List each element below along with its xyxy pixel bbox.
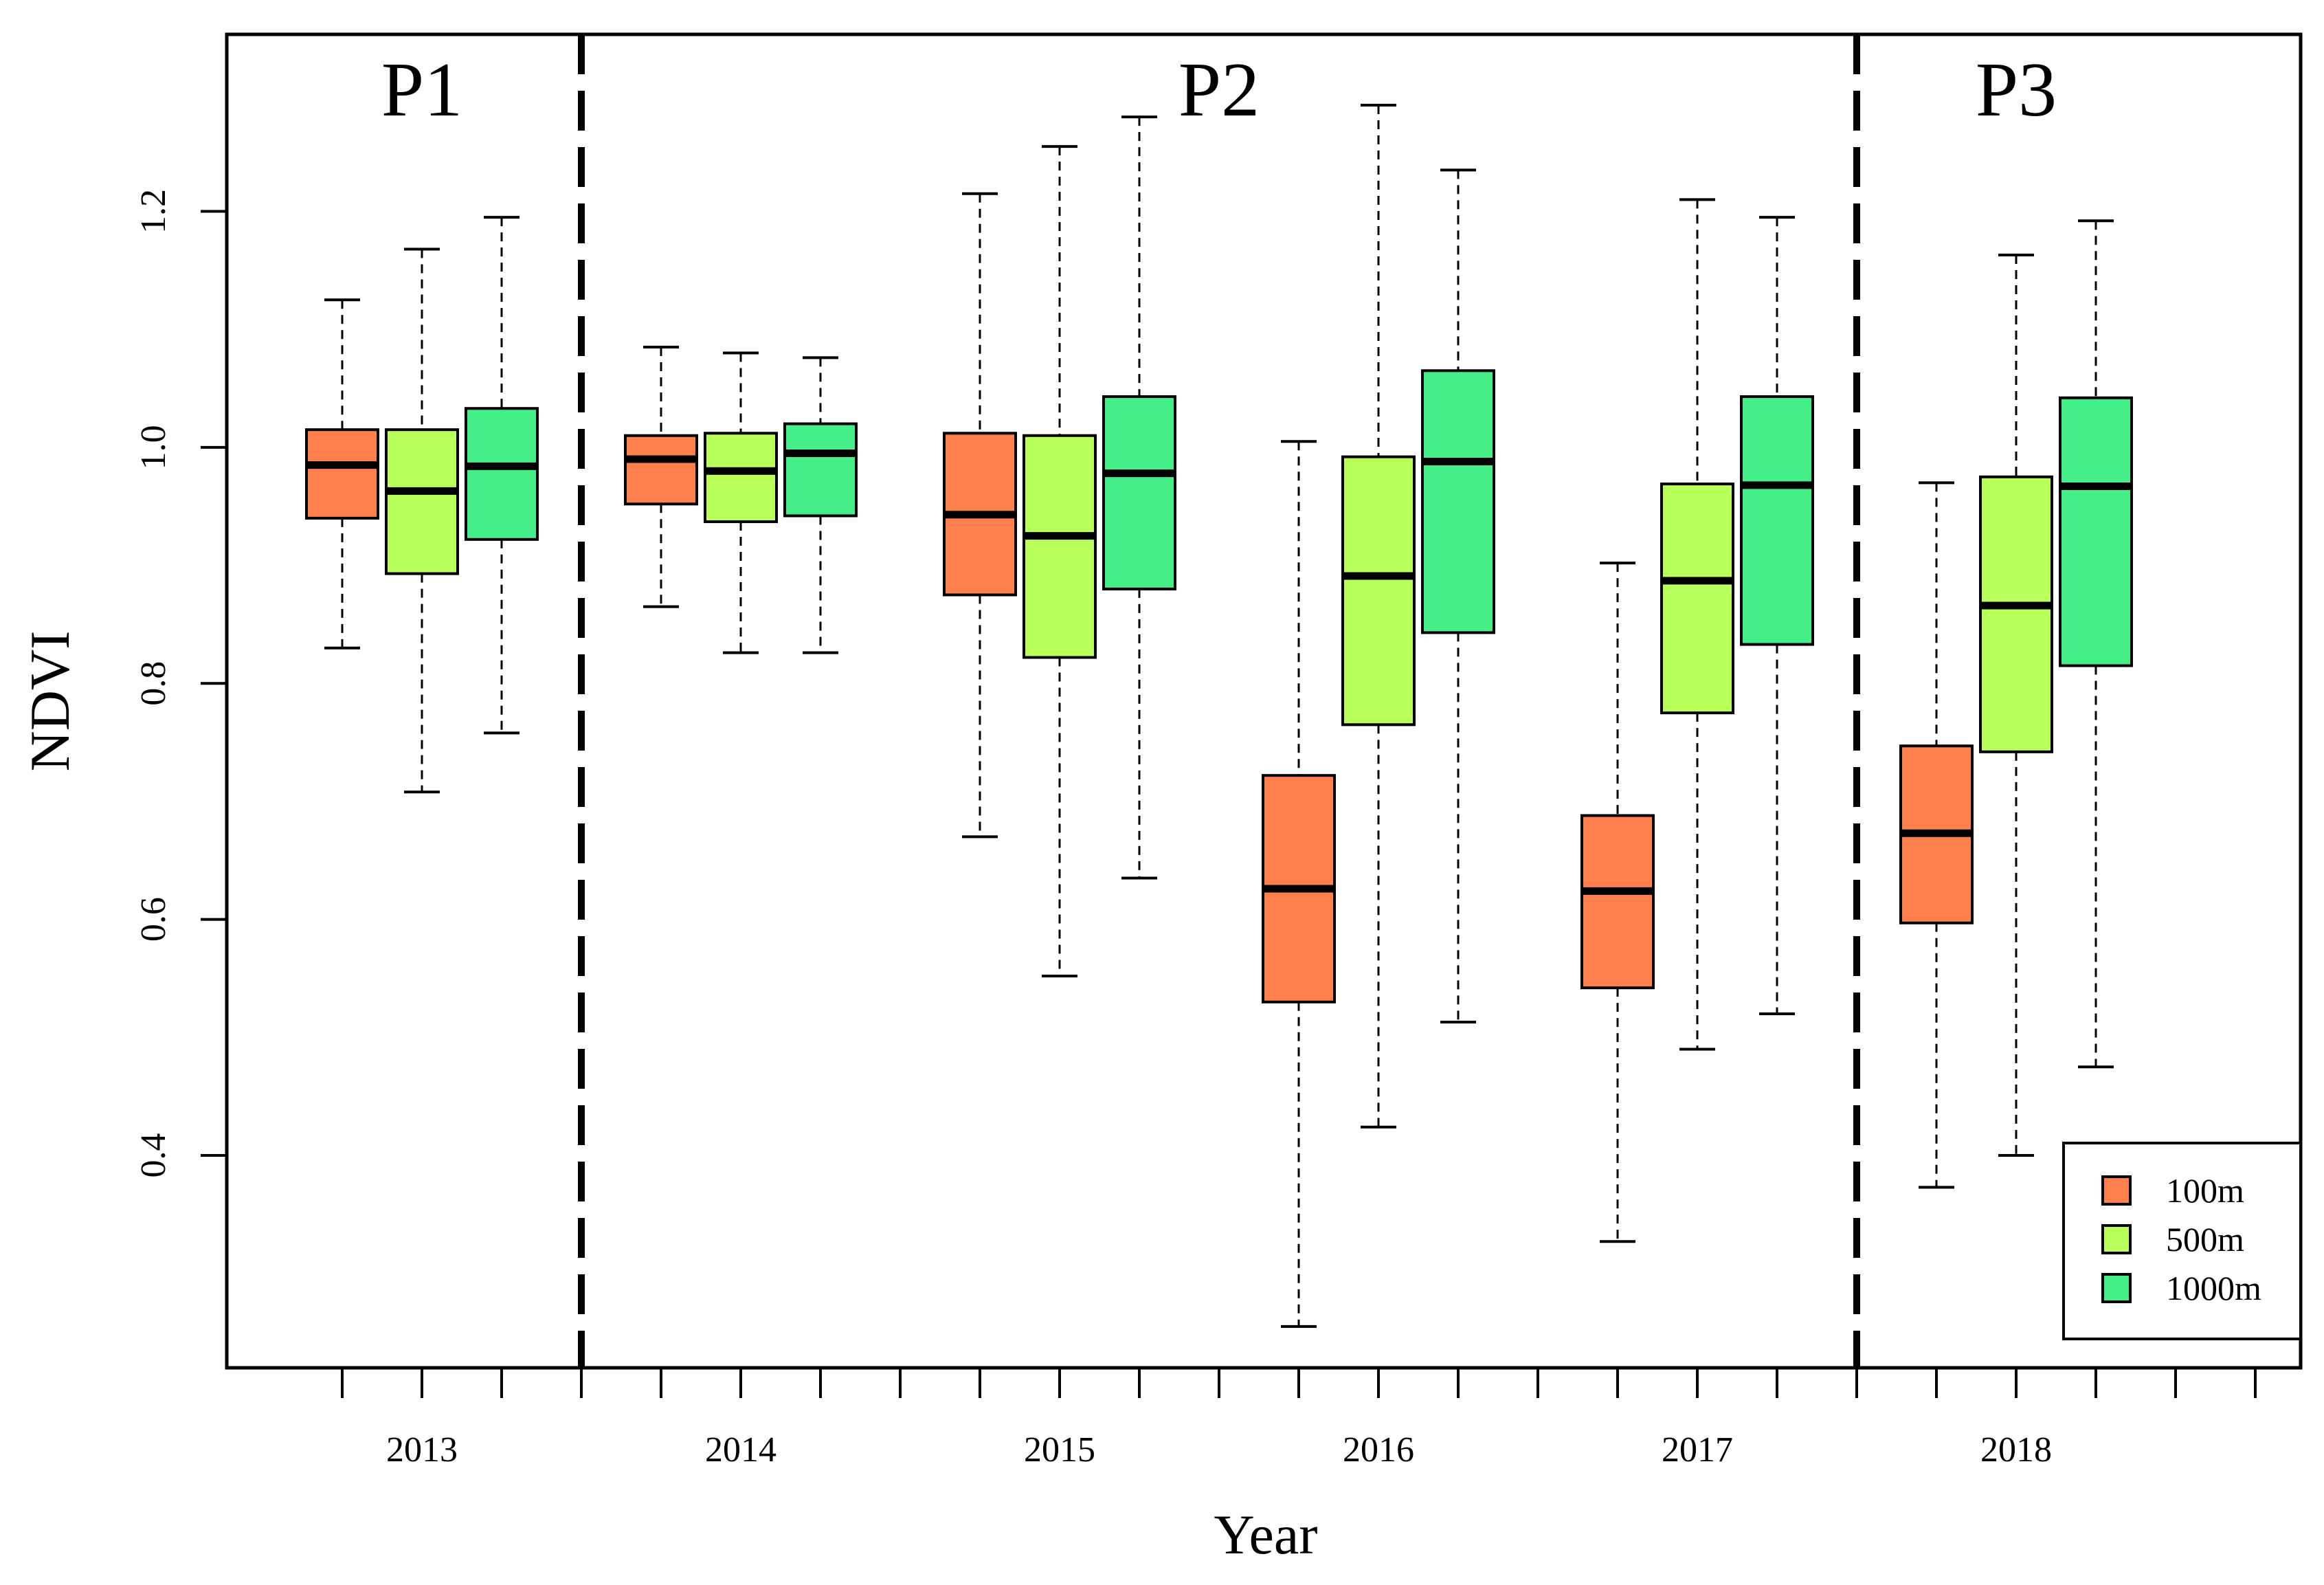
period-label-layer: P1 P2 P3 bbox=[381, 47, 2057, 133]
iqr-100m-2014 bbox=[624, 434, 698, 506]
box-500m-2013 bbox=[385, 247, 459, 794]
x-axis: 2013 2014 2015 2016 2017 2018 bbox=[341, 1368, 2257, 1470]
box-1000m-2013 bbox=[465, 216, 539, 735]
legend: 100m 500m 1000m bbox=[2062, 1142, 2302, 1340]
y-axis: 0.4 0.6 0.8 1.0 1.2 bbox=[134, 189, 227, 1177]
x-tick-label-2017: 2017 bbox=[1662, 1430, 1733, 1470]
y-tick-label-0.6: 0.6 bbox=[134, 897, 173, 942]
x-tick-label-2016: 2016 bbox=[1343, 1430, 1414, 1470]
iqr-1000m-2018 bbox=[2059, 396, 2133, 667]
legend-swatch-1000m bbox=[2101, 1273, 2132, 1303]
box-1000m-2015 bbox=[1102, 115, 1176, 880]
y-tick-label-0.4: 0.4 bbox=[134, 1133, 173, 1177]
box-500m-2015 bbox=[1023, 145, 1097, 978]
x-axis-title: Year bbox=[1214, 1503, 1317, 1566]
box-100m-2014 bbox=[624, 345, 698, 608]
legend-label-500m: 500m bbox=[2166, 1220, 2244, 1259]
x-tick-label-2018: 2018 bbox=[1980, 1430, 2052, 1470]
box-500m-2018 bbox=[1979, 254, 2053, 1157]
plot-frame bbox=[225, 32, 2303, 1370]
legend-swatch-100m bbox=[2101, 1175, 2132, 1206]
box-1000m-2017 bbox=[1740, 216, 1814, 1015]
y-tick-label-1.0: 1.0 bbox=[134, 425, 173, 469]
iqr-1000m-2017 bbox=[1740, 395, 1814, 646]
period-label-P1: P1 bbox=[381, 47, 462, 133]
iqr-100m-2013 bbox=[305, 428, 379, 520]
iqr-500m-2015 bbox=[1023, 434, 1097, 659]
x-tick-label-2014: 2014 bbox=[705, 1430, 776, 1470]
x-tick-label-2013: 2013 bbox=[386, 1430, 458, 1470]
box-1000m-2016 bbox=[1421, 168, 1495, 1023]
legend-label-1000m: 1000m bbox=[2166, 1269, 2261, 1307]
legend-swatch-500m bbox=[2101, 1224, 2132, 1254]
iqr-100m-2017 bbox=[1580, 814, 1655, 990]
iqr-500m-2014 bbox=[704, 432, 778, 524]
iqr-1000m-2016 bbox=[1421, 369, 1495, 634]
legend-label-100m: 100m bbox=[2166, 1171, 2244, 1210]
x-tick-label-2015: 2015 bbox=[1024, 1430, 1095, 1470]
box-500m-2016 bbox=[1341, 104, 1416, 1129]
iqr-500m-2017 bbox=[1660, 483, 1734, 715]
box-100m-2015 bbox=[943, 192, 1017, 839]
y-tick-label-0.8: 0.8 bbox=[134, 661, 173, 706]
box-100m-2018 bbox=[1899, 481, 1974, 1189]
box-500m-2017 bbox=[1660, 198, 1734, 1051]
box-100m-2016 bbox=[1262, 440, 1336, 1328]
iqr-1000m-2013 bbox=[465, 407, 539, 541]
box-1000m-2014 bbox=[783, 356, 858, 654]
iqr-1000m-2014 bbox=[783, 422, 858, 518]
period-label-P2: P2 bbox=[1178, 47, 1260, 133]
box-100m-2017 bbox=[1580, 562, 1655, 1243]
iqr-500m-2018 bbox=[1979, 475, 2053, 753]
box-1000m-2018 bbox=[2059, 219, 2133, 1069]
box-500m-2014 bbox=[704, 351, 778, 654]
iqr-500m-2013 bbox=[385, 428, 459, 575]
iqr-500m-2016 bbox=[1341, 455, 1416, 727]
y-tick-label-1.2: 1.2 bbox=[134, 189, 173, 234]
period-label-P3: P3 bbox=[1976, 47, 2057, 133]
iqr-1000m-2015 bbox=[1102, 395, 1176, 590]
box-100m-2013 bbox=[305, 298, 379, 650]
box-layer bbox=[305, 104, 2133, 1328]
y-axis-title: NDVI bbox=[19, 631, 81, 772]
